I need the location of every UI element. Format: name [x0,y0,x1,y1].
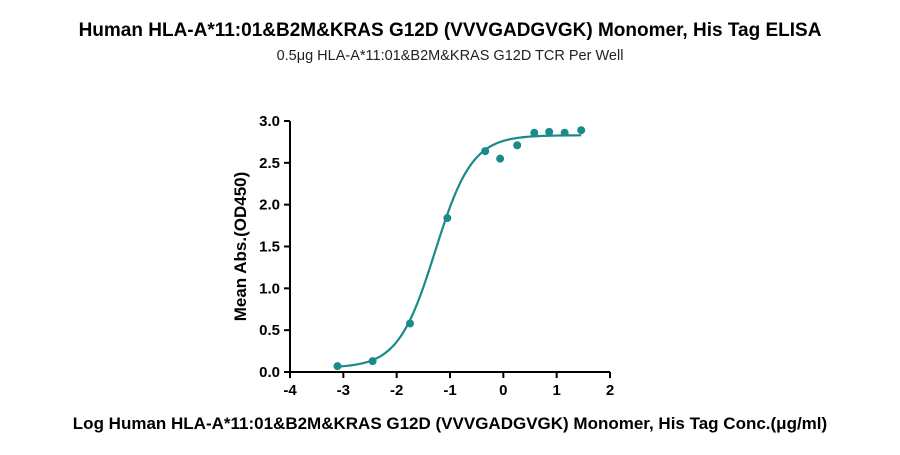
x-axis-label: Log Human HLA-A*11:01&B2M&KRAS G12D (VVV… [73,414,827,433]
x-tick-label: 1 [552,382,560,399]
data-points [333,126,586,371]
fit-curve-group [337,134,582,368]
data-point [513,141,522,150]
data-point [333,362,342,371]
data-point [406,319,414,328]
axes: -4 -3 -2 -1 0 1 2 0.0 0.5 1.0 1.5 2.0 2.5 3.0 [259,113,614,399]
y-tick-label: 1.0 [259,280,280,297]
x-tick-label: -4 [283,382,297,399]
data-point [577,126,586,135]
y-tick-label: 0.0 [259,364,280,381]
y-axis-label: Mean Abs.(OD450) [231,172,250,322]
fit-curve [337,134,582,368]
data-point [368,357,377,366]
x-tick-label: -1 [443,382,456,399]
x-tick-label: -2 [390,382,403,399]
data-point [496,154,505,163]
x-tick-label: -3 [337,382,350,399]
x-tick-label: 0 [499,382,507,399]
y-tick-label: 3.0 [259,113,280,130]
y-tick-label: 1.5 [259,239,280,256]
y-tick-label: 2.0 [259,197,280,214]
data-point [481,147,490,156]
data-point [443,214,452,223]
data-point [560,128,569,137]
data-point [530,128,539,137]
y-tick-label: 0.5 [259,322,280,339]
data-point [545,127,554,136]
y-tick-label: 2.5 [259,155,280,172]
x-tick-label: 2 [606,382,614,399]
chart-title: Human HLA-A*11:01&B2M&KRAS G12D (VVVGADG… [78,20,822,41]
chart-subtitle: 0.5μg HLA-A*11:01&B2M&KRAS G12D TCR Per … [276,48,624,64]
